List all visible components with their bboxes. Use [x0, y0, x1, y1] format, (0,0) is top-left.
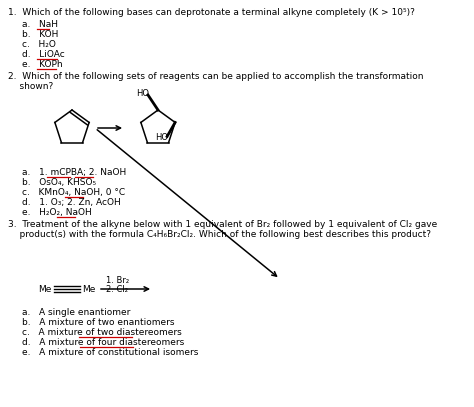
Text: Me: Me [82, 285, 95, 294]
Text: product(s) with the formula C₄H₆Br₂Cl₂. Which of the following best describes th: product(s) with the formula C₄H₆Br₂Cl₂. … [8, 230, 431, 239]
Text: c.   A mixture of two diastereomers: c. A mixture of two diastereomers [22, 328, 182, 337]
Text: b.   OsO₄, KHSO₅: b. OsO₄, KHSO₅ [22, 178, 96, 187]
Text: 2. Cl₂: 2. Cl₂ [106, 285, 128, 294]
Text: d.   A mixture of four diastereomers: d. A mixture of four diastereomers [22, 338, 184, 347]
Text: e.   H₂O₂, NaOH: e. H₂O₂, NaOH [22, 208, 92, 217]
Text: Me: Me [38, 285, 51, 294]
Text: HO: HO [155, 133, 168, 142]
Text: d.   LiOAc: d. LiOAc [22, 50, 65, 59]
Text: 3.  Treatment of the alkyne below with 1 equivalent of Br₂ followed by 1 equival: 3. Treatment of the alkyne below with 1 … [8, 220, 437, 229]
Text: a.   NaH: a. NaH [22, 20, 58, 29]
Text: c.   H₂O: c. H₂O [22, 40, 56, 49]
Text: a.   A single enantiomer: a. A single enantiomer [22, 308, 130, 317]
Text: 1. Br₂: 1. Br₂ [106, 276, 129, 285]
Text: HO: HO [136, 90, 149, 98]
Text: c.   KMnO₄, NaOH, 0 °C: c. KMnO₄, NaOH, 0 °C [22, 188, 125, 197]
Text: e.   KOPh: e. KOPh [22, 60, 63, 69]
Text: b.   A mixture of two enantiomers: b. A mixture of two enantiomers [22, 318, 174, 327]
Text: 2.  Which of the following sets of reagents can be applied to accomplish the tra: 2. Which of the following sets of reagen… [8, 72, 423, 81]
Text: b.   KOH: b. KOH [22, 30, 58, 39]
Text: d.   1. O₃; 2. Zn, AcOH: d. 1. O₃; 2. Zn, AcOH [22, 198, 121, 207]
Text: e.   A mixture of constitutional isomers: e. A mixture of constitutional isomers [22, 348, 199, 357]
Text: a.   1. mCPBA; 2. NaOH: a. 1. mCPBA; 2. NaOH [22, 168, 126, 177]
Text: 1.  Which of the following bases can deprotonate a terminal alkyne completely (K: 1. Which of the following bases can depr… [8, 8, 415, 17]
Text: shown?: shown? [8, 82, 53, 91]
